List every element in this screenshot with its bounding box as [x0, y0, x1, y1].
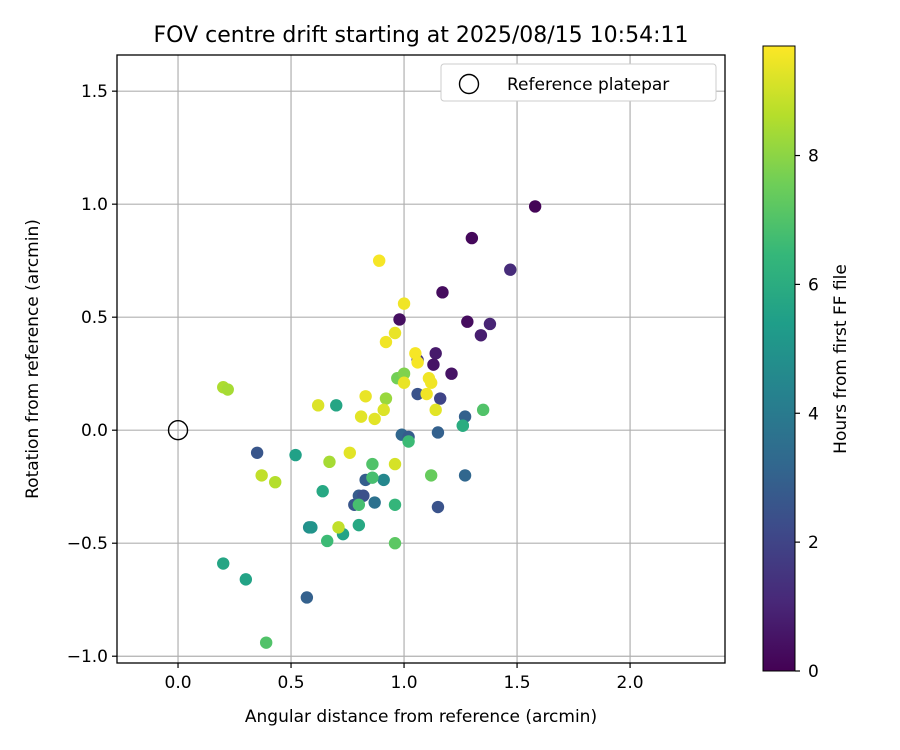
- data-point: [504, 263, 517, 276]
- legend-box: [440, 63, 717, 102]
- data-point: [239, 573, 253, 586]
- grid-lines: [117, 55, 725, 663]
- data-point: [388, 537, 402, 550]
- data-point: [465, 231, 479, 245]
- data-point: [305, 521, 318, 534]
- data-point: [377, 403, 390, 417]
- data-point: [352, 498, 366, 511]
- data-point: [343, 446, 357, 459]
- legend-label-reference: Reference platepar: [507, 75, 669, 95]
- data-point: [388, 457, 402, 471]
- data-point: [316, 485, 329, 498]
- colorbar-gradient: [762, 45, 796, 672]
- data-point: [359, 390, 372, 403]
- data-point: [366, 457, 379, 471]
- legend-marker-reference: [458, 73, 480, 95]
- data-point: [427, 358, 440, 371]
- data-point: [458, 469, 472, 482]
- data-point: [321, 534, 334, 548]
- data-point: [366, 471, 379, 484]
- data-point: [393, 313, 406, 326]
- data-point: [352, 518, 366, 532]
- data-point: [461, 315, 474, 328]
- data-point: [528, 200, 542, 213]
- y-tick-label: 0.5: [81, 308, 108, 328]
- data-point: [259, 636, 273, 649]
- colorbar-tick-label: 0: [808, 662, 819, 682]
- data-point: [388, 498, 402, 511]
- plot-frame: [116, 54, 726, 664]
- data-point: [300, 591, 314, 604]
- y-tick-label: 1.0: [81, 195, 108, 215]
- data-point: [379, 392, 393, 405]
- data-point: [368, 412, 381, 426]
- y-tick-label: 0.0: [81, 421, 108, 441]
- data-point: [431, 426, 445, 439]
- data-points: [167, 200, 542, 649]
- data-point: [330, 399, 343, 412]
- data-point: [483, 317, 497, 331]
- data-point: [221, 383, 234, 396]
- data-point: [372, 254, 386, 267]
- colorbar-ticks: 0 2 4 6 8: [795, 147, 819, 682]
- data-point: [420, 387, 433, 401]
- data-point: [332, 521, 345, 534]
- data-point: [424, 469, 438, 482]
- data-point: [456, 419, 470, 432]
- data-point: [397, 376, 411, 389]
- x-tick-label: 1.0: [391, 673, 418, 693]
- data-point: [397, 367, 411, 380]
- legend: Reference platepar: [440, 63, 717, 102]
- data-point: [411, 356, 424, 369]
- data-point: [436, 286, 449, 299]
- chart-title: FOV centre drift starting at 2025/08/15 …: [154, 23, 689, 48]
- data-point: [368, 496, 381, 509]
- data-point: [424, 376, 438, 389]
- data-point: [429, 347, 442, 360]
- x-tick-label: 2.0: [617, 673, 644, 693]
- colorbar-label: Hours from first FF file: [831, 264, 851, 454]
- data-point: [354, 410, 368, 423]
- colorbar-tick-label: 6: [808, 275, 819, 295]
- y-axis-label: Rotation from reference (arcmin): [23, 219, 43, 499]
- data-point: [250, 446, 264, 459]
- data-point: [474, 329, 488, 342]
- data-point: [289, 448, 302, 462]
- colorbar-tick-label: 4: [808, 404, 819, 424]
- data-point: [411, 387, 424, 401]
- data-point: [431, 500, 445, 514]
- colorbar: 0 2 4 6 8 Hours from first FF file: [762, 45, 851, 682]
- colorbar-tick-label: 2: [808, 533, 819, 553]
- y-tick-label: −0.5: [67, 534, 108, 554]
- data-point: [377, 473, 390, 487]
- x-axis-label: Angular distance from reference (arcmin): [245, 707, 597, 727]
- data-point: [434, 392, 447, 405]
- x-tick-label: 0.0: [165, 673, 192, 693]
- data-point: [323, 455, 336, 469]
- data-point: [255, 469, 268, 482]
- data-point: [379, 335, 393, 349]
- x-tick-label: 0.5: [278, 673, 305, 693]
- data-point: [269, 475, 282, 489]
- data-point: [402, 435, 415, 448]
- y-axis-ticks: −1.0 −0.5 0.0 0.5 1.0 1.5: [67, 82, 117, 667]
- data-point: [217, 557, 230, 570]
- y-tick-label: −1.0: [67, 647, 108, 667]
- data-point: [476, 403, 490, 417]
- colorbar-tick-label: 8: [808, 147, 819, 167]
- data-point: [445, 367, 458, 380]
- y-tick-label: 1.5: [81, 82, 108, 102]
- data-point: [311, 399, 325, 412]
- x-axis-ticks: 0.0 0.5 1.0 1.5 2.0: [165, 663, 644, 693]
- reference-point-marker: [167, 419, 189, 441]
- data-point: [429, 403, 442, 417]
- data-point: [388, 326, 402, 340]
- data-point: [397, 297, 411, 310]
- x-tick-label: 1.5: [504, 673, 531, 693]
